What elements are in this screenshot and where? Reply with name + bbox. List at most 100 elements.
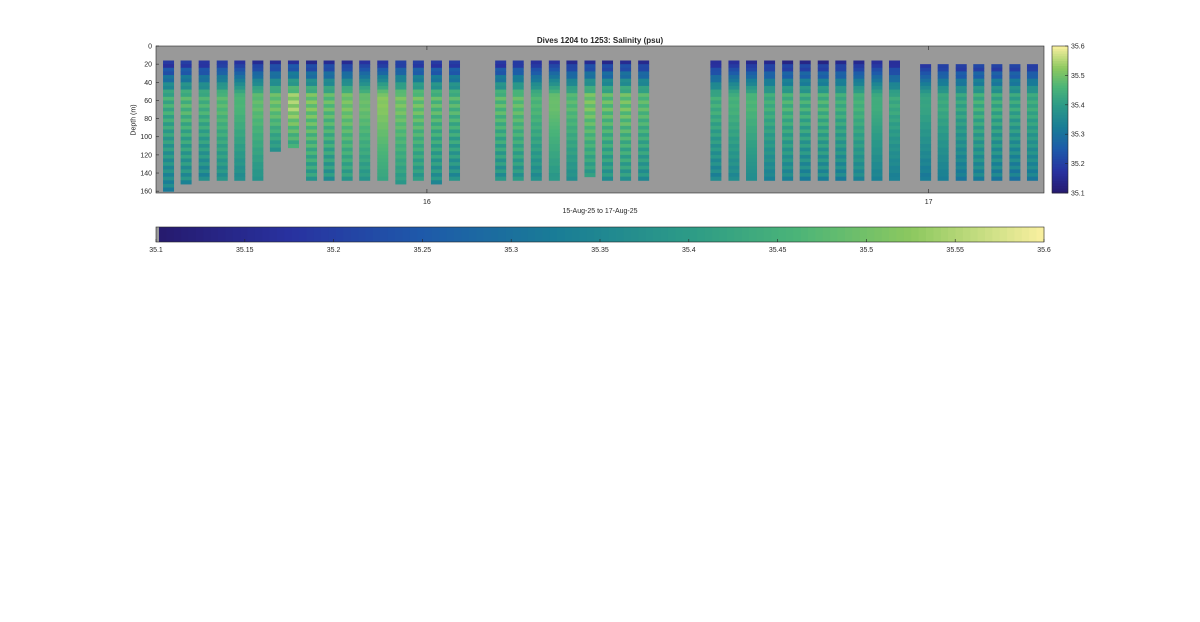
dive-cell bbox=[584, 71, 596, 76]
dive-cell bbox=[495, 151, 507, 156]
dive-cell bbox=[937, 104, 949, 109]
dive-cell bbox=[395, 111, 407, 116]
dive-cell bbox=[163, 75, 175, 80]
dive-cell bbox=[1026, 169, 1038, 174]
hcolorbar-segment bbox=[1014, 227, 1023, 242]
dive-cell bbox=[377, 144, 389, 149]
dive-cell bbox=[180, 136, 192, 141]
dive-cell bbox=[782, 173, 794, 178]
dive-cell bbox=[602, 169, 614, 174]
dive-cell bbox=[973, 144, 985, 149]
dive-cell bbox=[341, 85, 353, 91]
dive-cell bbox=[216, 93, 228, 98]
dive-cell bbox=[234, 133, 246, 138]
dive-cell bbox=[530, 125, 542, 130]
dive-cell bbox=[817, 129, 829, 134]
dive-cell bbox=[269, 129, 281, 134]
dive-cell bbox=[198, 60, 210, 65]
dive-cell bbox=[163, 64, 175, 69]
hcolorbar-segment bbox=[970, 227, 979, 242]
dive-cell bbox=[198, 71, 210, 76]
dive-cell bbox=[412, 165, 424, 170]
hcolorbar-segment bbox=[387, 227, 396, 242]
dive-cell bbox=[412, 60, 424, 65]
dive-cell bbox=[395, 89, 407, 94]
dive-cell bbox=[377, 114, 389, 120]
dive-cell bbox=[584, 64, 596, 69]
dive-cell bbox=[584, 89, 596, 94]
dive-cell bbox=[782, 82, 794, 87]
dive-cell bbox=[252, 122, 264, 127]
dive-cell bbox=[888, 93, 900, 98]
dive-cell bbox=[835, 154, 847, 160]
dive-cell bbox=[602, 140, 614, 145]
dive-cell bbox=[728, 173, 740, 178]
dive-cell bbox=[1009, 67, 1021, 72]
dive-cell bbox=[548, 114, 560, 120]
dive-cell bbox=[991, 136, 1003, 141]
dive-cell bbox=[638, 78, 650, 83]
dive-cell bbox=[234, 122, 246, 127]
hcolorbar-segment bbox=[690, 227, 698, 242]
dive-cell bbox=[252, 82, 264, 87]
dive-cell bbox=[871, 107, 883, 112]
dive-cell bbox=[566, 133, 578, 138]
dive-cell bbox=[449, 104, 461, 109]
dive-cell bbox=[835, 173, 847, 178]
dive-cell bbox=[163, 154, 175, 160]
dive-cell bbox=[920, 114, 932, 120]
dive-cell bbox=[853, 158, 865, 163]
dive-cell bbox=[359, 85, 371, 91]
dive-cell bbox=[782, 67, 794, 72]
dive-cell bbox=[530, 93, 542, 98]
dive-cell bbox=[548, 100, 560, 105]
dive-cell bbox=[782, 154, 794, 160]
dive-cell bbox=[566, 85, 578, 91]
dive-cell bbox=[638, 100, 650, 105]
dive-cell bbox=[602, 60, 614, 65]
dive-cell bbox=[163, 147, 175, 152]
hcolorbar-segment bbox=[159, 227, 167, 242]
colorbar-segment bbox=[1052, 190, 1068, 194]
dive-cell bbox=[341, 71, 353, 76]
dive-cell bbox=[817, 158, 829, 163]
hcolorbar-segment bbox=[1007, 227, 1015, 242]
hcolorbar-segment bbox=[903, 227, 912, 242]
dive-cell bbox=[817, 96, 829, 101]
dive-cell bbox=[306, 154, 318, 160]
dive-cell bbox=[180, 154, 192, 160]
hcolorbar-segment bbox=[277, 227, 285, 242]
dive-cell bbox=[638, 75, 650, 80]
dive-cell bbox=[323, 75, 335, 80]
dive-cell bbox=[584, 111, 596, 116]
colorbar-segment bbox=[1052, 173, 1068, 177]
dive-cell bbox=[602, 67, 614, 72]
dive-cell bbox=[180, 176, 192, 181]
dive-cell bbox=[163, 96, 175, 101]
dive-cell bbox=[377, 78, 389, 83]
dive-cell bbox=[871, 75, 883, 80]
dive-cell bbox=[853, 136, 865, 141]
dive-cell bbox=[1009, 107, 1021, 112]
dive-cell bbox=[287, 125, 299, 130]
colorbar-segment bbox=[1052, 55, 1068, 59]
hcolorbar-segment bbox=[675, 227, 684, 242]
dive-cell bbox=[871, 162, 883, 167]
hcolorbar-segment bbox=[431, 227, 440, 242]
hcolorbar-segment bbox=[380, 227, 389, 242]
dive-cell bbox=[799, 129, 811, 134]
dive-cell bbox=[234, 173, 246, 178]
dive-cell bbox=[920, 169, 932, 174]
dive-cell bbox=[782, 64, 794, 69]
dive-cell bbox=[1026, 96, 1038, 101]
dive-cell bbox=[764, 125, 776, 130]
dive-cell bbox=[163, 129, 175, 134]
dive-cell bbox=[602, 82, 614, 87]
dive-cell bbox=[973, 165, 985, 170]
dive-cell bbox=[782, 114, 794, 120]
dive-cell bbox=[512, 140, 524, 145]
dive-cell bbox=[530, 154, 542, 160]
dive-cell bbox=[1026, 82, 1038, 87]
dive-cell bbox=[584, 82, 596, 87]
dive-cell bbox=[395, 122, 407, 127]
